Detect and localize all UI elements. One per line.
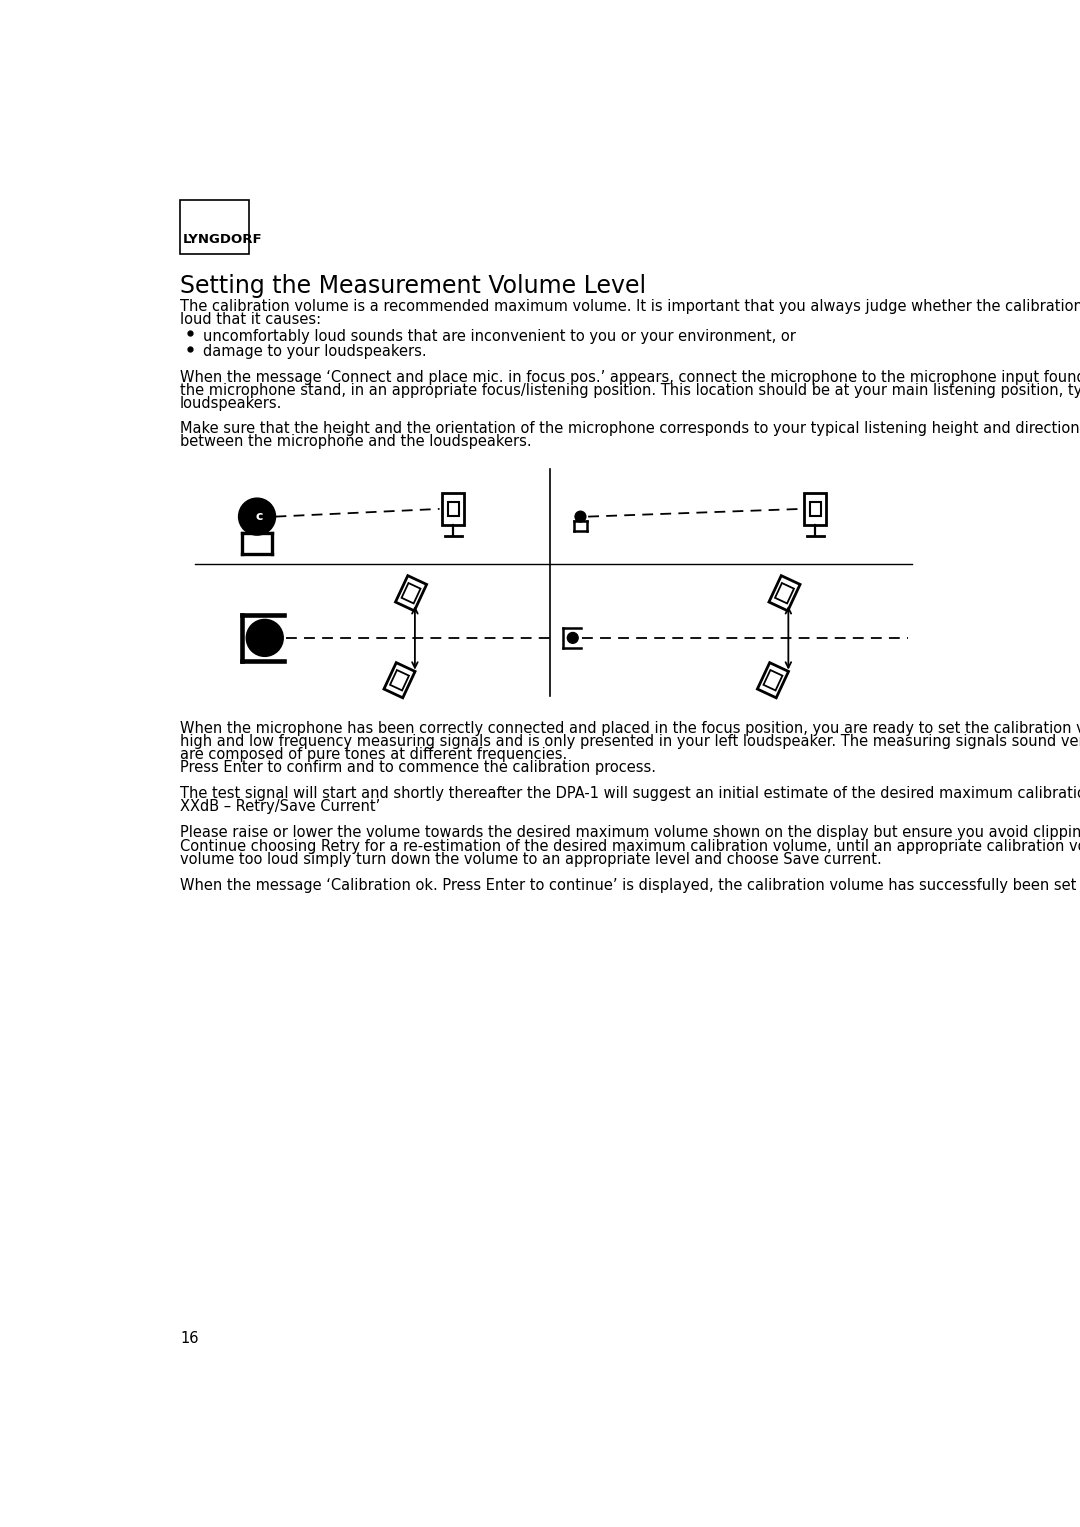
Circle shape — [239, 498, 275, 534]
Text: LYNGDORF: LYNGDORF — [183, 232, 262, 246]
Text: the microphone stand, in an appropriate focus/listening position. This location : the microphone stand, in an appropriate … — [180, 383, 1080, 397]
Text: Setting the Measurement Volume Level: Setting the Measurement Volume Level — [180, 275, 646, 298]
Bar — [805, 493, 826, 525]
Circle shape — [575, 512, 585, 522]
Text: loud that it causes:: loud that it causes: — [180, 312, 321, 327]
Bar — [448, 502, 459, 516]
Bar — [443, 493, 464, 525]
Text: When the message ‘Connect and place mic. in focus pos.’ appears, connect the mic: When the message ‘Connect and place mic.… — [180, 370, 1080, 385]
Text: Press Enter to confirm and to commence the calibration process.: Press Enter to confirm and to commence t… — [180, 760, 656, 776]
Bar — [810, 502, 821, 516]
Text: uncomfortably loud sounds that are inconvenient to you or your environment, or: uncomfortably loud sounds that are incon… — [203, 328, 796, 344]
Text: Continue choosing Retry for a re-estimation of the desired maximum calibration v: Continue choosing Retry for a re-estimat… — [180, 838, 1080, 854]
Text: When the message ‘Calibration ok. Press Enter to continue’ is displayed, the cal: When the message ‘Calibration ok. Press … — [180, 878, 1080, 893]
Text: volume too loud simply turn down the volume to an appropriate level and choose S: volume too loud simply turn down the vol… — [180, 852, 881, 867]
Text: 16: 16 — [180, 1330, 199, 1345]
Circle shape — [567, 632, 578, 643]
Text: Make sure that the height and the orientation of the microphone corresponds to y: Make sure that the height and the orient… — [180, 421, 1080, 437]
Text: The test signal will start and shortly thereafter the DPA-1 will suggest an init: The test signal will start and shortly t… — [180, 786, 1080, 802]
Text: between the microphone and the loudspeakers.: between the microphone and the loudspeak… — [180, 434, 531, 449]
Text: damage to your loudspeakers.: damage to your loudspeakers. — [203, 344, 427, 359]
Text: The calibration volume is a recommended maximum volume. It is important that you: The calibration volume is a recommended … — [180, 299, 1080, 313]
Text: XXdB – Retry/Save Current’: XXdB – Retry/Save Current’ — [180, 799, 380, 814]
Bar — [180, 200, 249, 253]
Text: high and low frequency measuring signals and is only presented in your left loud: high and low frequency measuring signals… — [180, 734, 1080, 748]
Text: loudspeakers.: loudspeakers. — [180, 395, 283, 411]
Text: Please raise or lower the volume towards the desired maximum volume shown on the: Please raise or lower the volume towards… — [180, 826, 1080, 840]
Text: c: c — [256, 510, 264, 524]
Circle shape — [246, 620, 283, 657]
Text: When the microphone has been correctly connected and placed in the focus positio: When the microphone has been correctly c… — [180, 721, 1080, 736]
Text: are composed of pure tones at different frequencies.: are composed of pure tones at different … — [180, 747, 567, 762]
